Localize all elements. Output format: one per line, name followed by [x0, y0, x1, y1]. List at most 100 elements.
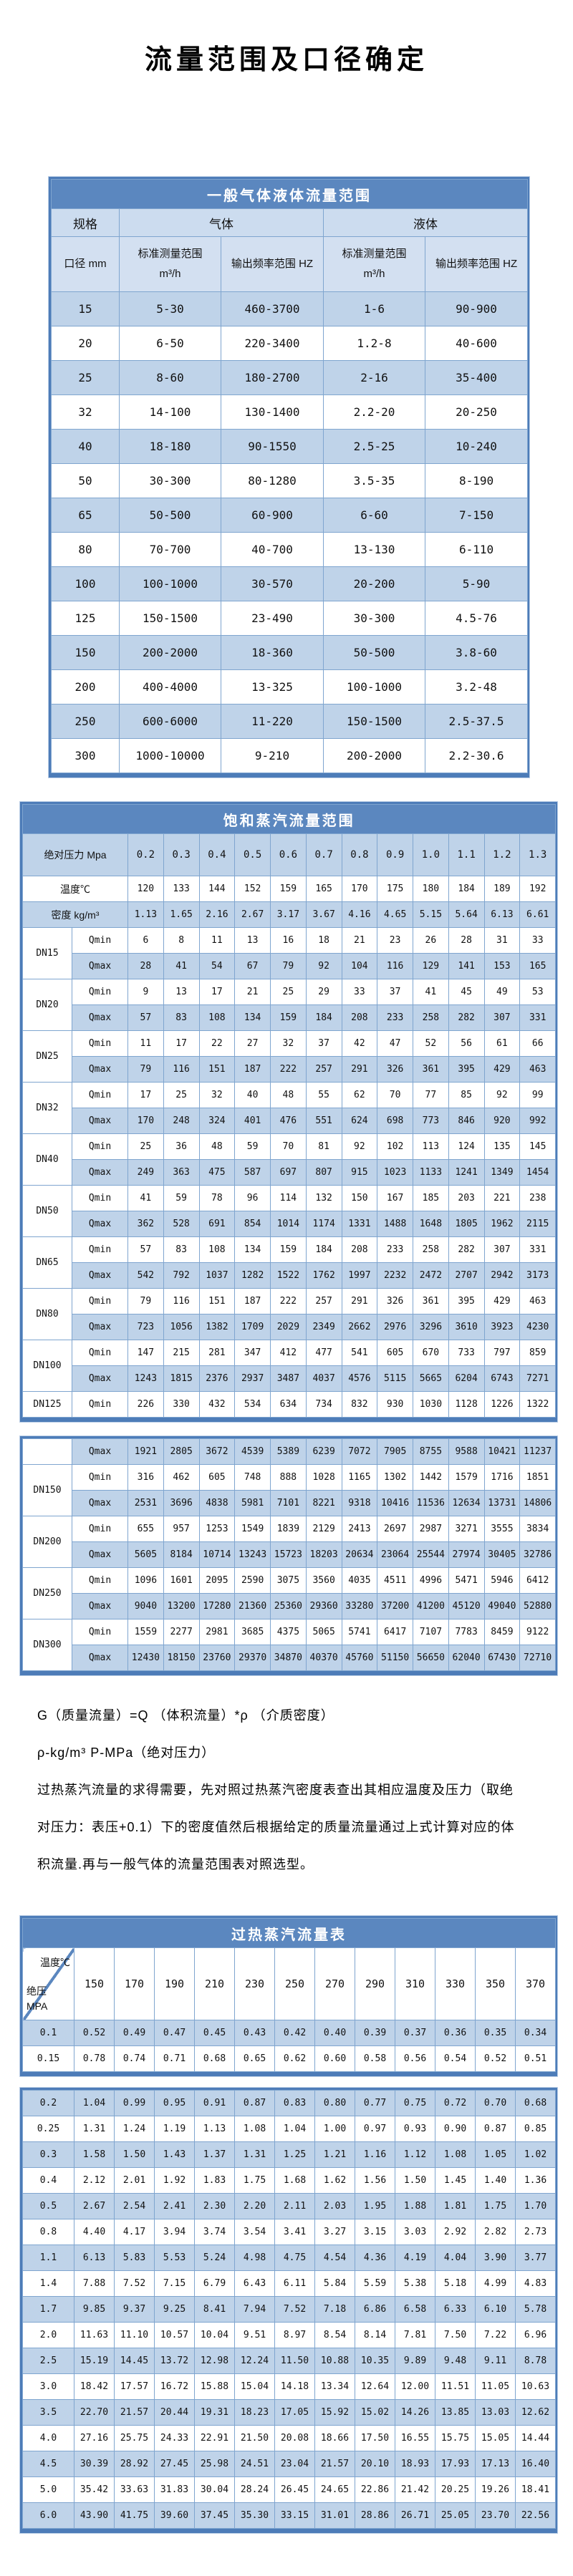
- table-row: 1.1 6.13 5.83 5.53 5.24 4.98 4.75 4.54 4.36 4.19 4…: [22, 2245, 556, 2271]
- qmin-value: 18: [305, 927, 342, 954]
- density-value: 15.04: [234, 2373, 275, 2400]
- qmax-value: 29370: [234, 1645, 271, 1671]
- dn-label: DN20: [22, 979, 72, 1031]
- diameter-cell: 150: [51, 635, 120, 670]
- qmax-value: 108: [198, 1004, 236, 1031]
- density-value: 15.88: [194, 2373, 235, 2400]
- dn-label: DN32: [22, 1082, 72, 1134]
- gas-range-header: 标准测量范围 m³/h: [119, 236, 221, 292]
- qmin-value: 53: [519, 979, 557, 1005]
- table-row: 1.7 9.85 9.37 9.25 8.41 7.94 7.52 7.18 6.86 6.58 6…: [22, 2296, 556, 2323]
- temperature-header: 230: [234, 1947, 275, 2020]
- qmin-value: 62: [341, 1082, 378, 1108]
- qmin-value: 3834: [519, 1516, 556, 1542]
- qmin-value: 187: [234, 1288, 271, 1314]
- qmax-value: 846: [448, 1108, 485, 1134]
- table-row: 32 14-100 130-1400 2.2-20 20-250: [51, 394, 529, 430]
- qmin-label: Qmin: [72, 1185, 128, 1211]
- qmin-value: 49: [483, 979, 521, 1005]
- value-cell: 6-110: [424, 532, 529, 567]
- table-row: 3.5 22.70 21.57 20.44 19.31 18.23 17.05 15.92 15…: [22, 2399, 556, 2426]
- density-value: 3.54: [234, 2219, 275, 2245]
- density-value: 10.88: [314, 2348, 355, 2374]
- qmax-value: 116: [163, 1056, 200, 1083]
- density-value: 1.16: [355, 2141, 395, 2168]
- dn-label: DN100: [22, 1340, 72, 1392]
- diameter-cell: 80: [51, 532, 120, 567]
- pressure-value: 0.7: [305, 833, 342, 876]
- table-row: 0.5 2.67 2.54 2.41 2.30 2.20 2.11 2.03 1.95 1.88 1…: [22, 2193, 556, 2219]
- qmin-value: 1030: [413, 1391, 449, 1418]
- density-value: 0.70: [475, 2090, 516, 2116]
- qmax-value: 1921: [127, 1438, 164, 1465]
- pressure-label: 3.0: [22, 2373, 74, 2400]
- table-row: DN100 Qmin 147 215 281 347 412 477 541 605 670 733 7…: [22, 1340, 557, 1392]
- density-row-label: 密度 kg/m³: [22, 901, 128, 928]
- qmin-value: 655: [127, 1516, 164, 1542]
- qmax-value: 56650: [413, 1645, 449, 1671]
- density-value: 16.55: [395, 2425, 435, 2451]
- density-value: 30.04: [194, 2476, 235, 2503]
- temperature-header: 210: [194, 1947, 235, 2020]
- table-row: 4.5 30.39 28.92 27.45 25.98 24.51 23.04 21.57 20…: [22, 2451, 556, 2477]
- qmax-value: 1037: [198, 1262, 236, 1289]
- qmin-value: 6412: [519, 1567, 556, 1594]
- qmin-value: 56: [448, 1030, 485, 1057]
- pressure-axis-unit: MPA: [27, 2000, 48, 2012]
- density-value: 8.54: [314, 2322, 355, 2348]
- qmax-value: 7101: [270, 1490, 307, 1516]
- temperature-value: 152: [234, 876, 271, 902]
- density-value: 12.62: [515, 2399, 556, 2426]
- qmax-value: 7072: [341, 1438, 378, 1465]
- value-cell: 600-6000: [119, 704, 221, 739]
- density-value: 14.44: [515, 2425, 556, 2451]
- qmin-value: 1601: [163, 1567, 200, 1594]
- qmin-label: Qmin: [72, 1030, 128, 1057]
- qmax-value: 1648: [413, 1211, 449, 1237]
- table-row: 饱和蒸汽流量范围: [21, 804, 557, 834]
- pressure-value: 0.2: [127, 833, 164, 876]
- density-value: 27.45: [154, 2451, 195, 2477]
- density-value: 0.74: [114, 2045, 155, 2072]
- diameter-cell: 25: [51, 360, 120, 395]
- dn-label: DN25: [22, 1030, 72, 1083]
- table-row: 3.0 18.42 17.57 16.72 15.88 15.04 14.18 13.34 12…: [22, 2373, 556, 2400]
- qmin-value: 1549: [234, 1516, 271, 1542]
- qmin-value: 4375: [270, 1619, 307, 1645]
- value-cell: 23-490: [221, 601, 324, 636]
- density-value: 3.03: [395, 2219, 435, 2245]
- density-value: 9.11: [475, 2348, 516, 2374]
- qmin-value: 3685: [234, 1619, 271, 1645]
- table-row: Qmax 1921 2805 3672 4539 5389 6239 7072 7905 8755…: [22, 1438, 556, 1465]
- table-row: DN80 Qmin 79 116 151 187 222 257 291 326 361 395 429…: [22, 1288, 557, 1340]
- qmin-value: 331: [519, 1236, 557, 1263]
- qmax-value: 1709: [234, 1314, 271, 1340]
- qmax-value: 1331: [341, 1211, 378, 1237]
- table-row: 250 600-6000 11-220 150-1500 2.5-37.5: [51, 704, 529, 739]
- density-value: 18.93: [395, 2451, 435, 2477]
- qmax-value: 807: [305, 1159, 342, 1186]
- density-value: 7.88: [74, 2270, 115, 2297]
- table-row: Qmax 9040 13200 17280 21360 25360 29360 33280 37…: [23, 1593, 556, 1619]
- qmax-value: 363: [163, 1159, 200, 1186]
- qmax-value: 475: [198, 1159, 236, 1186]
- pressure-label: 1.4: [22, 2270, 74, 2297]
- table-row: 1.4 7.88 7.52 7.15 6.79 6.43 6.11 5.84 5.59 5.38 5…: [22, 2270, 556, 2297]
- diameter-cell: 200: [51, 669, 120, 704]
- qmin-value: 2095: [198, 1567, 236, 1594]
- qmin-value: 61: [483, 1030, 521, 1057]
- qmax-value: 67430: [483, 1645, 521, 1671]
- pressure-label: 5.0: [22, 2476, 74, 2503]
- qmin-value: 859: [519, 1340, 557, 1366]
- qmin-value: 307: [483, 1236, 521, 1263]
- qmax-value: 170: [127, 1108, 164, 1134]
- units-note: ρ-kg/m³ P-MPa（绝对压力）: [37, 1745, 216, 1760]
- density-value: 25.98: [194, 2451, 235, 2477]
- qmin-value: 9122: [519, 1619, 556, 1645]
- density-value: 5.83: [114, 2245, 155, 2271]
- density-value: 22.70: [74, 2399, 115, 2426]
- superheated-note-line2: 对压力：表压+0.1）下的密度值然后根据给定的质量流量通过上式计算对应的体: [37, 1820, 515, 1834]
- table-row: DN150 Qmin 316 462 605 748 888 1028 1165 1302 1442…: [22, 1464, 556, 1516]
- qmax-value: 2531: [127, 1490, 164, 1516]
- qmax-value: 6239: [305, 1438, 342, 1465]
